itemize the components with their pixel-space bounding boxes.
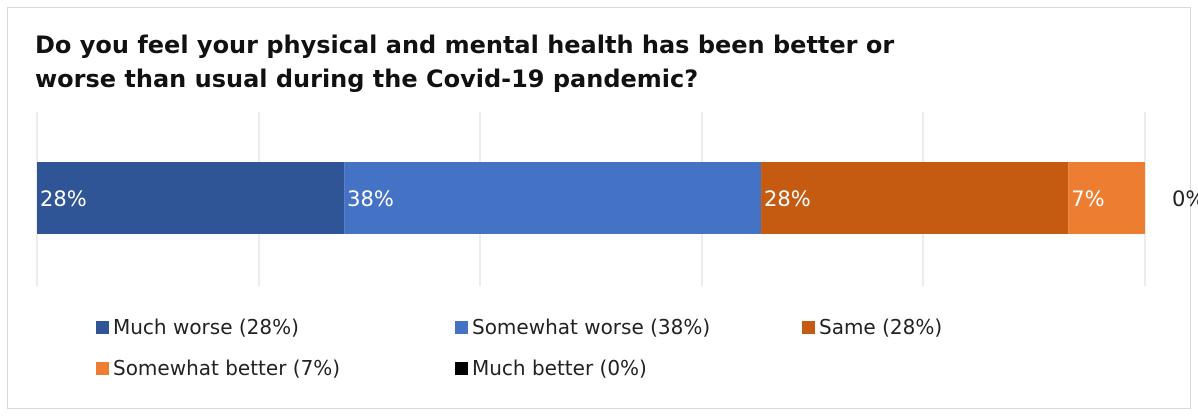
legend-label-much-better: Much better (0%) [472,356,647,380]
legend-label-much-worse: Much worse (28%) [113,315,299,339]
legend-item-much-better: Much better (0%) [455,353,647,383]
legend-swatch-somewhat-worse [455,321,468,334]
legend-item-same: Same (28%) [802,312,942,342]
data-label-somewhat-worse: 38% [347,187,394,211]
data-label-much-worse: 28% [40,187,87,211]
data-label-somewhat-better: 7% [1071,187,1104,211]
data-label-much-better: 0% [1172,187,1198,211]
legend-swatch-somewhat-better [96,362,109,375]
legend-label-same: Same (28%) [819,315,943,339]
stacked-bar-plot: 28% 38% 28% 7% 0% [36,112,1198,286]
legend-item-much-worse: Much worse (28%) [96,312,299,342]
legend-swatch-same [802,321,815,334]
bar-segment-much-worse [37,162,345,234]
legend-item-somewhat-better: Somewhat better (7%) [96,353,340,383]
data-label-same: 28% [764,187,811,211]
legend-label-somewhat-worse: Somewhat worse (38%) [472,315,711,339]
legend-swatch-much-better [455,362,468,375]
bar-segment-somewhat-worse [344,162,762,234]
bar-segment-same [761,162,1069,234]
chart-title: Do you feel your physical and mental hea… [35,31,895,93]
legend-label-somewhat-better: Somewhat better (7%) [113,356,341,380]
legend-swatch-much-worse [96,321,109,334]
bar-segment-somewhat-better [1068,162,1145,234]
legend-item-somewhat-worse: Somewhat worse (38%) [455,312,710,342]
